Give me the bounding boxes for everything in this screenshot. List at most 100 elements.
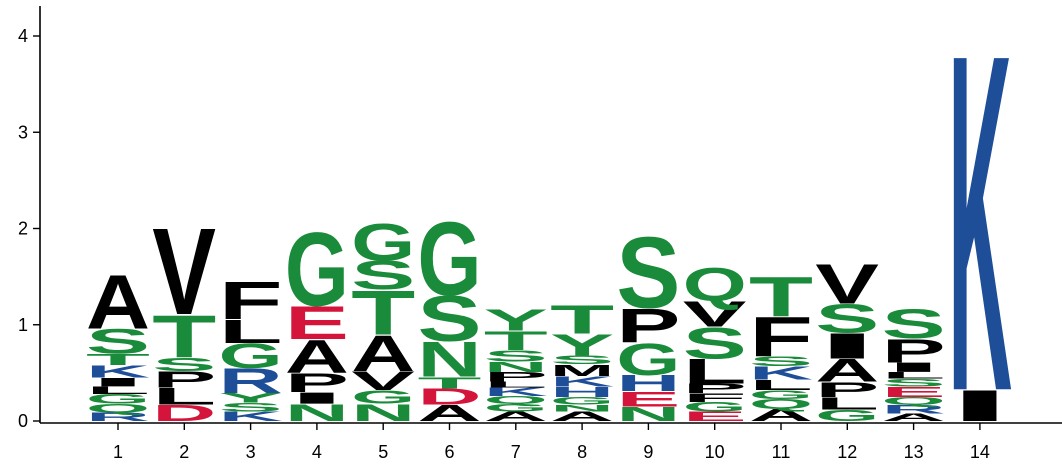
logo-letter-A: A <box>86 259 150 345</box>
logo-letter-F: F <box>749 306 813 369</box>
logo-letter-G: G <box>351 213 415 272</box>
logo-letter-F: F <box>683 391 747 404</box>
logo-letter-R: R <box>219 362 283 401</box>
logo-letter-Y: Y <box>219 391 283 406</box>
logo-letter-S: S <box>86 323 150 362</box>
logo-letter-P: P <box>683 381 747 396</box>
logo-letter-G: G <box>285 211 349 328</box>
logo-letter-P: P <box>285 368 349 398</box>
logo-letter-P: P <box>484 369 548 384</box>
logo-letter-S: S <box>882 300 946 347</box>
y-tick-label: 3 <box>18 122 28 142</box>
logo-letter-L: L <box>152 383 216 410</box>
logo-letter-S: S <box>683 318 747 368</box>
logo-letter-E: E <box>285 297 349 349</box>
logo-letter-P: P <box>815 377 879 401</box>
logo-letter-G: G <box>351 387 415 408</box>
logo-letter-V: V <box>351 366 415 396</box>
x-tick-label: 14 <box>970 442 990 462</box>
logo-letter-T: T <box>550 297 614 342</box>
x-tick-label: 12 <box>837 442 857 462</box>
logo-letter-L: L <box>86 384 150 396</box>
logo-letter-K: K <box>219 409 283 424</box>
logo-letter-T: T <box>749 265 813 328</box>
logo-letter-V: V <box>815 252 879 315</box>
logo-letter-N: N <box>418 332 482 387</box>
logo-letter-L: L <box>683 352 747 391</box>
logo-letter-N: N <box>616 403 680 426</box>
logo-letter-T: T <box>152 304 216 371</box>
x-tick-label: 3 <box>246 442 256 462</box>
logo-letter-S: S <box>616 216 680 329</box>
logo-letter-Y: Y <box>550 328 614 363</box>
logo-letter-T: T <box>418 374 482 392</box>
logo-letter-T: T <box>351 278 415 348</box>
x-tick-label: 13 <box>904 442 924 462</box>
logo-letter-L: L <box>219 313 283 350</box>
logo-letter-S: S <box>882 377 946 389</box>
logo-letter-A: A <box>882 411 946 423</box>
logo-letter-S: S <box>815 296 879 341</box>
logo-letter-Q: Q <box>749 397 813 412</box>
y-tick-label: 2 <box>18 219 28 239</box>
logo-letter-L: L <box>882 370 946 381</box>
y-tick-label: 4 <box>18 26 28 46</box>
logo-letter-L: L <box>749 377 813 394</box>
x-tick-label: 8 <box>577 442 587 462</box>
y-tick-label: 0 <box>18 411 28 431</box>
logo-letter-N: N <box>484 359 548 376</box>
logo-letter-T: T <box>484 326 548 356</box>
logo-letter-E: E <box>683 409 747 424</box>
logo-letter-A: A <box>749 405 813 425</box>
logo-letter-F: F <box>219 271 283 331</box>
logo-letter-Q: Q <box>683 259 747 312</box>
logo-letter-G: G <box>86 392 150 407</box>
logo-letter-D: D <box>418 384 482 410</box>
x-tick-label: 7 <box>511 442 521 462</box>
logo-letter-S: S <box>152 354 216 375</box>
logo-letter-H: H <box>550 384 614 401</box>
logo-letter-Y: Y <box>484 303 548 338</box>
x-tick-label: 1 <box>113 442 123 462</box>
logo-letter-I: I <box>285 389 349 407</box>
logo-letter-V: V <box>683 295 747 335</box>
logo-letter-G: G <box>484 402 548 414</box>
logo-letter-N: N <box>285 399 349 426</box>
logo-letter-K: K <box>484 385 548 398</box>
logo-letter-G: G <box>550 395 614 407</box>
logo-letter-S: S <box>351 252 415 297</box>
logo-letter-E: E <box>882 384 946 401</box>
logo-letter-K: K <box>749 363 813 384</box>
logo-letter-L: L <box>815 394 879 414</box>
logo-letter-E: E <box>616 387 680 411</box>
logo-letter-S: S <box>219 401 283 414</box>
logo-letter-G: G <box>749 388 813 401</box>
logo-letter-V: V <box>152 203 216 341</box>
logo-letter-G: G <box>616 334 680 385</box>
logo-letter-A: A <box>815 353 879 389</box>
logo-letter-A: A <box>484 409 548 424</box>
logo-letter-L: L <box>484 380 548 389</box>
logo-letter-K: K <box>86 362 150 382</box>
x-axis-ticks: 1 2 3 4 5 6 7 8 9 10 11 12 13 14 <box>113 423 990 462</box>
logo-letter-D: D <box>152 400 216 426</box>
logo-letter-A: A <box>418 400 482 426</box>
logo-letter-G: G <box>815 406 879 424</box>
logo-letter-H: H <box>616 370 680 396</box>
logo-letter-P: P <box>616 299 680 353</box>
y-tick-label: 1 <box>18 315 28 335</box>
logo-letter-A: A <box>285 331 349 383</box>
chart-axes <box>39 6 1062 424</box>
logo-glyph-stacks: RQGLIKTSADLPSTVKSYRGLFNIPAEGNGVATSGADTNS… <box>86 0 1012 472</box>
logo-letter-A: A <box>550 409 614 424</box>
logo-letter-N: N <box>351 399 415 426</box>
logo-letter-S: S <box>418 284 482 356</box>
logo-letter-I: I <box>882 360 946 375</box>
logo-letter-Q: Q <box>882 395 946 407</box>
logo-letter-S: S <box>749 354 813 369</box>
logo-letter-R: R <box>882 403 946 416</box>
logo-letter-Q: Q <box>484 394 548 406</box>
logo-letter-S: S <box>484 347 548 365</box>
x-tick-label: 10 <box>705 442 725 462</box>
